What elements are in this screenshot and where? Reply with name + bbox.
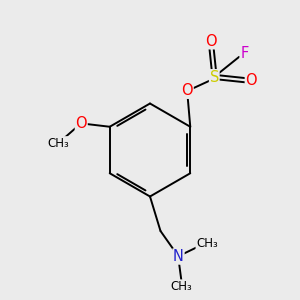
Text: CH₃: CH₃	[196, 237, 218, 250]
Text: S: S	[210, 70, 219, 85]
Text: O: O	[182, 83, 193, 98]
Text: CH₃: CH₃	[171, 280, 192, 293]
Text: N: N	[173, 249, 184, 264]
Text: F: F	[240, 46, 248, 61]
Text: CH₃: CH₃	[48, 137, 70, 150]
Text: O: O	[75, 116, 87, 131]
Text: O: O	[245, 73, 257, 88]
Text: O: O	[206, 34, 217, 49]
